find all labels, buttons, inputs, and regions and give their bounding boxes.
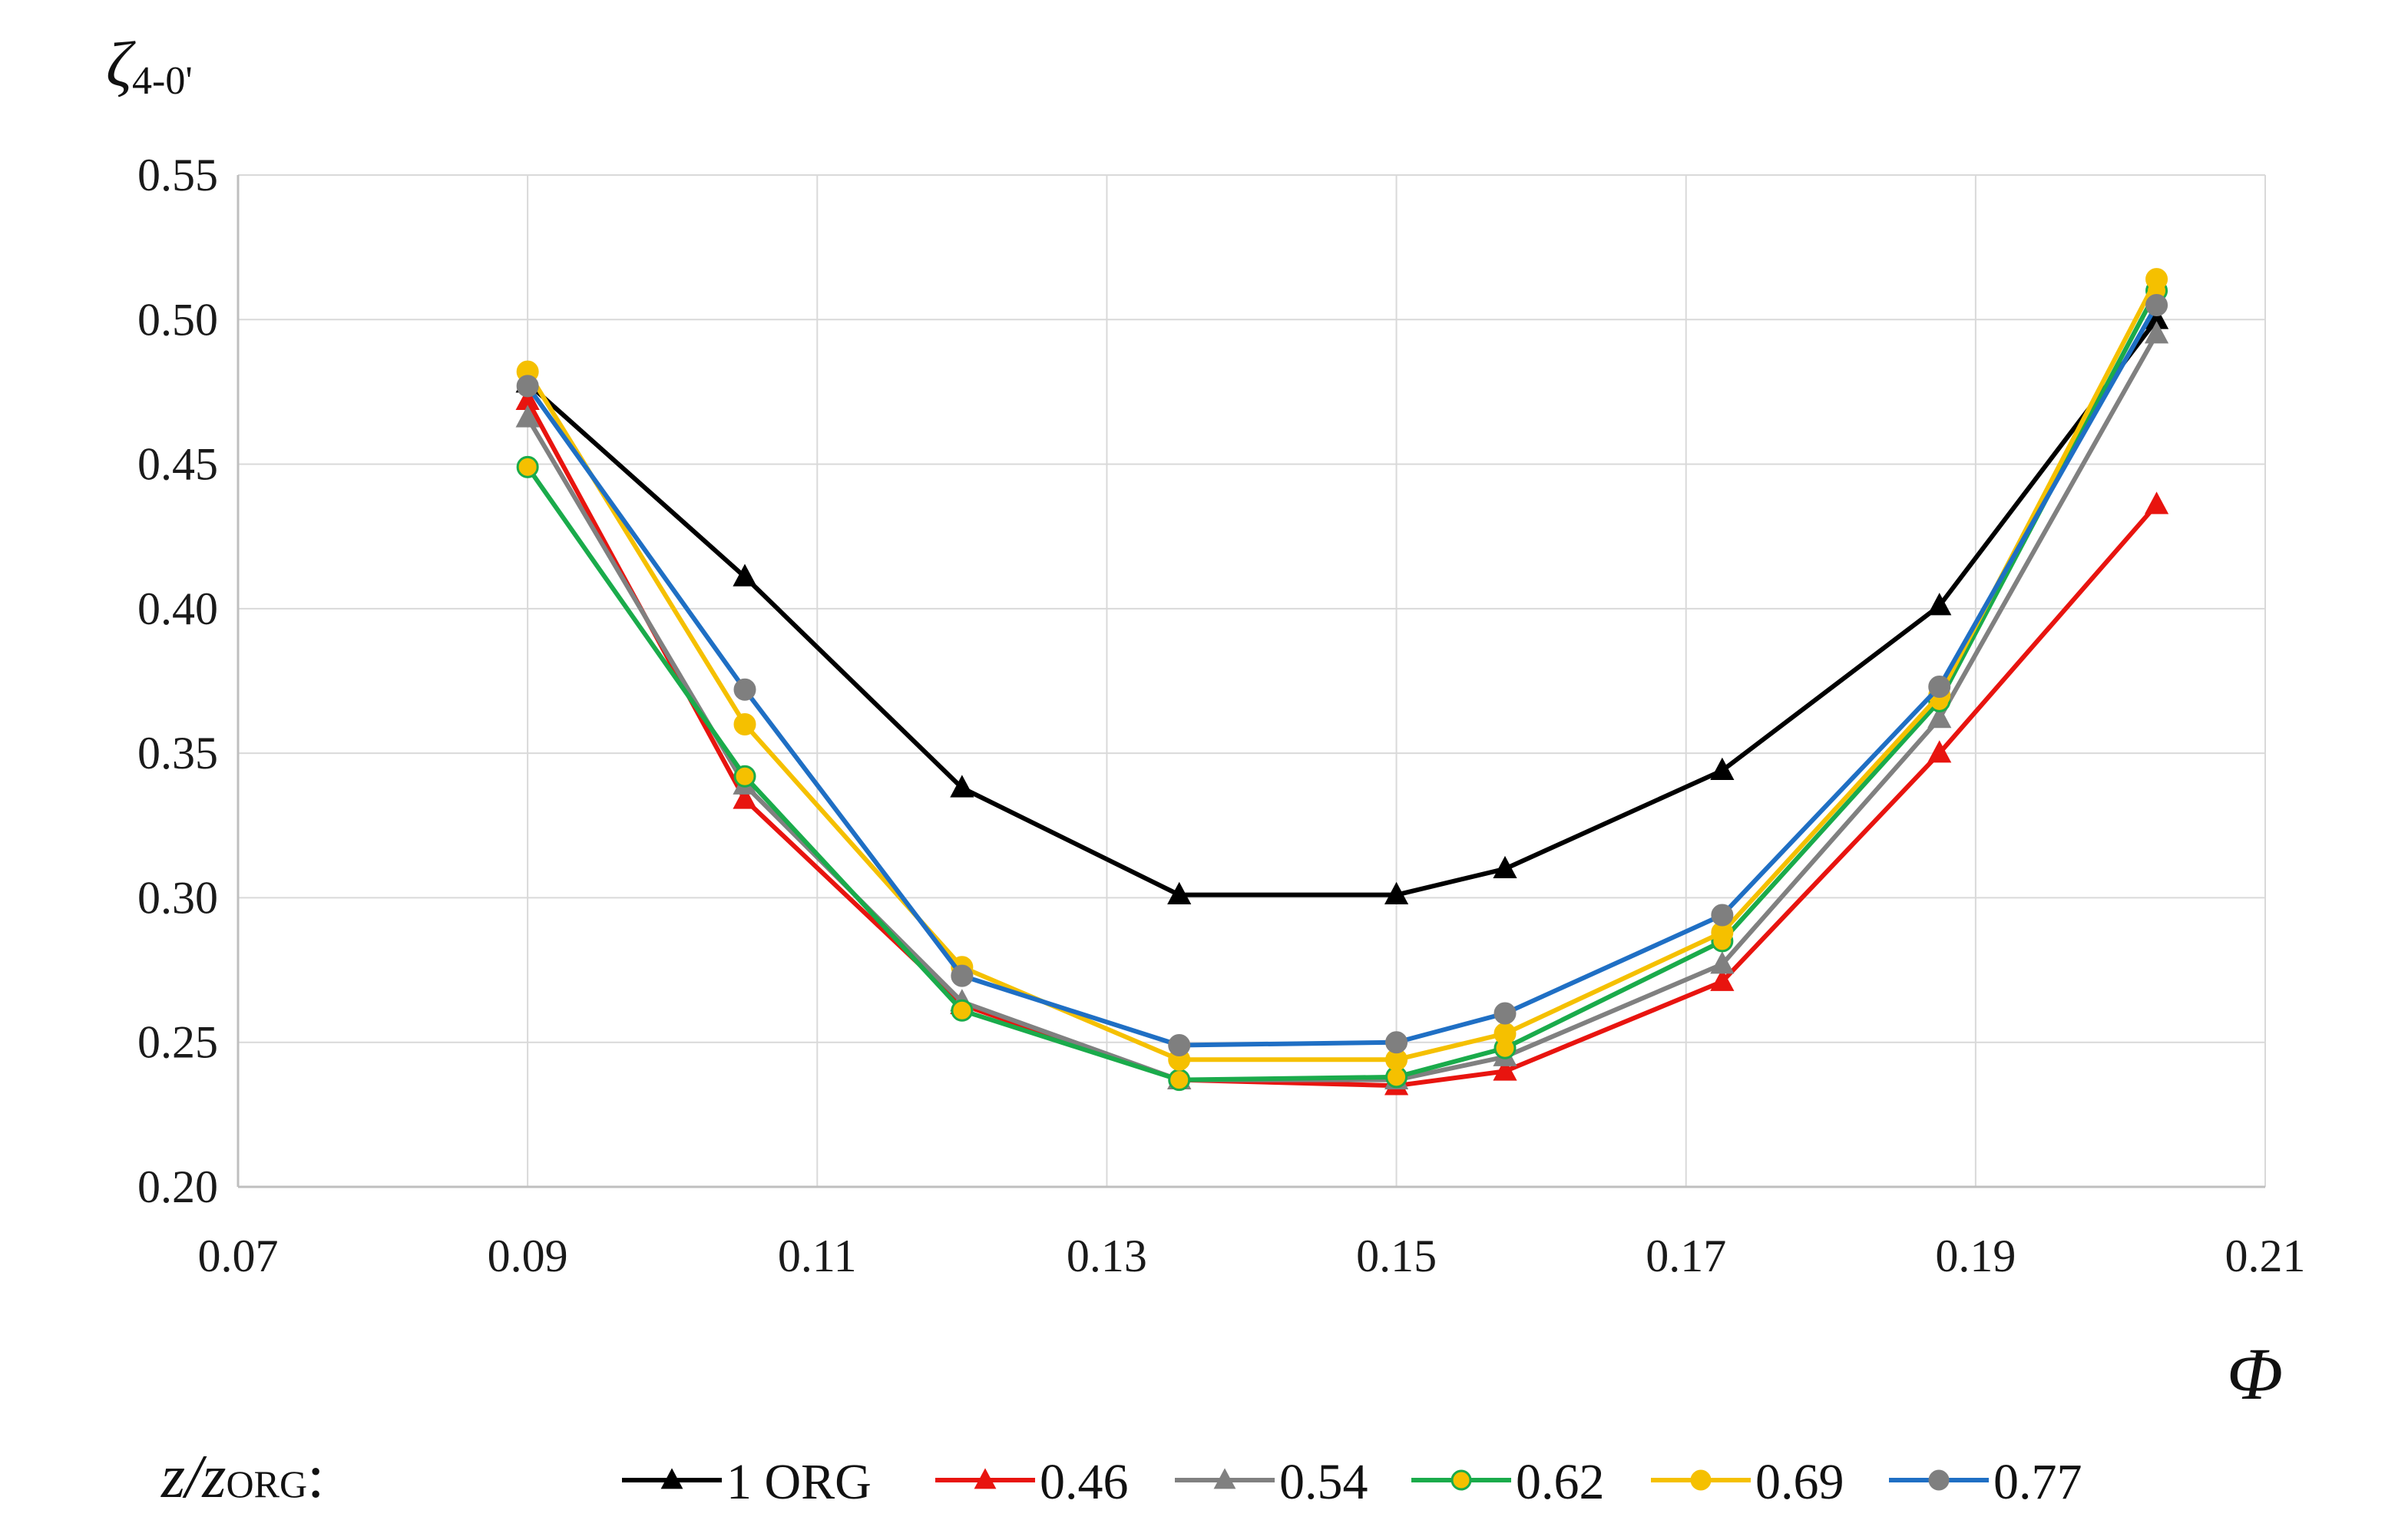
y-tick-label: 0.45 [137, 439, 218, 490]
series-group [515, 268, 2169, 1096]
legend-entry: 0.62 [1411, 1454, 1605, 1510]
y-axis-title-main: ζ [106, 29, 136, 101]
data-point [733, 765, 756, 788]
legend-marker [660, 1468, 683, 1489]
data-point [516, 375, 539, 398]
data-point [1493, 855, 1517, 879]
y-tick-label: 0.50 [137, 294, 218, 345]
axes [237, 175, 2265, 1188]
y-tick-label: 0.35 [137, 728, 218, 778]
data-point [2144, 491, 2169, 514]
data-point [951, 999, 974, 1022]
x-tick-label: 0.07 [198, 1231, 279, 1281]
x-tick-label: 0.15 [1356, 1231, 1437, 1281]
tick-labels: 0.20 0.25 0.30 0.35 0.40 0.45 0.50 0.55 0.07 0.09… [137, 150, 2306, 1281]
data-point [515, 387, 540, 411]
legend-label: 1 ORG [726, 1454, 872, 1510]
legend-marker [1213, 1468, 1236, 1489]
y-tick-label: 0.20 [137, 1162, 218, 1212]
series-0_77 [516, 293, 2168, 1056]
x-tick-label: 0.09 [488, 1231, 568, 1281]
x-tick-label: 0.19 [1935, 1231, 2016, 1281]
data-point [2144, 321, 2169, 344]
legend-label: 0.77 [1993, 1454, 2082, 1510]
legend-title-sub: ORG [227, 1462, 308, 1505]
legend-entry: 1 ORG [622, 1454, 872, 1510]
series-line [525, 303, 2159, 1048]
data-point [733, 712, 756, 735]
data-point [733, 786, 757, 809]
data-point [1710, 951, 1735, 974]
y-axis-title: ζ4-0' [106, 29, 193, 103]
legend-title-main: z/z [160, 1443, 227, 1511]
legend-entry: 0.77 [1889, 1454, 2082, 1510]
data-point [1927, 706, 1952, 729]
grid-lines [238, 174, 2266, 1187]
legend-title-colon: : [307, 1443, 324, 1511]
legend-marker [1690, 1469, 1712, 1491]
data-point [1168, 1069, 1191, 1092]
legend-title: z/zORG: [160, 1443, 324, 1511]
legend-marker [1928, 1469, 1950, 1491]
y-tick-label: 0.30 [137, 872, 218, 923]
legend-items: 1 ORG 0.46 0.54 0.62 0.69 0.77 [622, 1454, 2082, 1510]
x-tick-label: 0.11 [778, 1231, 857, 1281]
legend-entry: 0.46 [935, 1454, 1129, 1510]
data-point [516, 455, 539, 478]
data-point [1493, 1058, 1517, 1081]
data-point [515, 405, 540, 428]
x-tick-label: 0.13 [1067, 1231, 1147, 1281]
data-point [1710, 757, 1735, 781]
x-tick-label: 0.17 [1646, 1231, 1726, 1281]
y-axis-title-sub: 4-0' [132, 59, 193, 103]
data-point [2145, 268, 2168, 291]
data-point [951, 964, 974, 987]
y-tick-label: 0.25 [137, 1017, 218, 1068]
series-0_62 [516, 279, 2168, 1092]
series-line [525, 289, 2159, 1082]
data-point [1711, 904, 1734, 927]
data-point [1384, 881, 1409, 904]
legend-label: 0.62 [1516, 1454, 1605, 1510]
legend-marker [1451, 1469, 1472, 1491]
legend-marker [974, 1468, 997, 1489]
series-1-ORG [515, 306, 2169, 904]
legend-label: 0.54 [1279, 1454, 1368, 1510]
series-line [525, 399, 2158, 1089]
legend-label: 0.46 [1040, 1454, 1129, 1510]
data-point [2145, 293, 2168, 316]
y-tick-label: 0.40 [137, 583, 218, 634]
data-point [733, 563, 757, 587]
data-point [733, 678, 756, 701]
data-point [1494, 1002, 1517, 1025]
data-point [950, 775, 974, 798]
data-point [1494, 1022, 1517, 1045]
data-point [1167, 881, 1192, 904]
data-point [1168, 1033, 1191, 1056]
legend-label: 0.69 [1755, 1454, 1844, 1510]
data-point [1385, 1031, 1408, 1054]
legend: z/zORG: 1 ORG 0.46 0.54 0.62 0.69 0.77 [160, 1443, 2082, 1511]
series-line [525, 332, 2159, 1082]
data-point [1710, 968, 1735, 991]
data-point [1927, 593, 1952, 616]
data-point [1927, 740, 1952, 763]
legend-entry: 0.54 [1175, 1454, 1368, 1510]
series-line [525, 278, 2159, 1062]
x-axis-title: Φ [2227, 1333, 2283, 1415]
data-point [2144, 306, 2169, 329]
x-tick-label: 0.21 [2225, 1231, 2306, 1281]
data-point [1928, 676, 1951, 699]
y-tick-label: 0.55 [137, 150, 218, 200]
legend-entry: 0.69 [1651, 1454, 1844, 1510]
series-0_69 [516, 268, 2168, 1071]
